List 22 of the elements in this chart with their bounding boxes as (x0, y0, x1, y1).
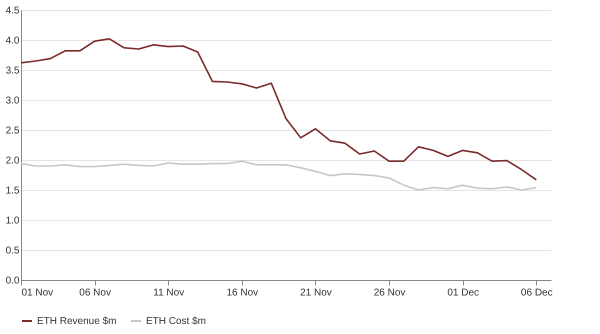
y-tick-label: 1.5 (6, 186, 20, 196)
x-tick-label: 16 Nov (226, 288, 258, 298)
y-tick-label: 2.5 (6, 126, 20, 136)
y-tick-label: 4.5 (6, 6, 20, 16)
y-tick-label: 0.0 (6, 276, 20, 286)
y-tick-label: 3.0 (6, 96, 20, 106)
y-tick-label: 1.0 (6, 216, 20, 226)
line-series (20, 38, 538, 181)
x-tick-label: 21 Nov (300, 288, 332, 298)
x-tick-label: 06 Nov (79, 288, 111, 298)
legend-label: ETH Cost $m (146, 316, 206, 327)
x-tick-label: 01 Nov (22, 288, 54, 298)
legend-label: ETH Revenue $m (37, 316, 116, 327)
y-tick-label: 3.5 (6, 66, 20, 76)
x-tick-label: 01 Dec (447, 288, 480, 298)
y-tick-label: 4.0 (6, 36, 20, 46)
x-tick-label: 26 Nov (374, 288, 406, 298)
line-series (20, 160, 538, 191)
y-tick-label: 0.5 (6, 246, 20, 256)
x-tick-label: 06 Dec (520, 288, 553, 298)
x-tick-label: 11 Nov (153, 288, 184, 298)
y-tick-label: 2.0 (6, 156, 20, 166)
